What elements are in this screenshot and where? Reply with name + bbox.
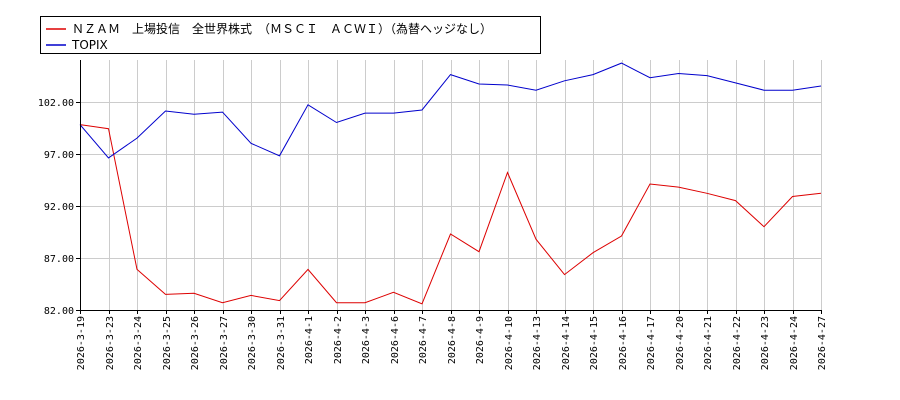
y-tick-label: 82.00	[44, 306, 74, 317]
x-tick-label: 2026-3-31	[276, 316, 287, 370]
legend-label-topix: TOPIX	[71, 38, 108, 52]
x-tick-label: 2026-4-7	[418, 316, 429, 364]
grid-lines	[80, 60, 822, 311]
series-lines	[79, 62, 822, 305]
x-tick-label: 2026-3-23	[105, 316, 116, 370]
x-tick-label: 2026-4-3	[361, 316, 372, 364]
x-tick-label: 2026-4-17	[646, 316, 657, 370]
x-tick-label: 2026-4-22	[732, 316, 743, 370]
series-line-1	[79, 62, 822, 159]
x-tick-label: 2026-4-2	[333, 316, 344, 364]
x-tick-label: 2026-4-15	[589, 316, 600, 370]
axes	[76, 60, 822, 314]
x-tick-label: 2026-3-19	[76, 316, 87, 370]
legend-label-nzam-acwi: ＮＺＡＭ 上場投信 全世界株式 （ＭＳＣＩ ＡＣＷＩ）（為替ヘッジなし）	[72, 21, 492, 36]
y-tick-label: 87.00	[44, 254, 74, 265]
x-tick-label: 2026-4-23	[760, 316, 771, 370]
x-tick-label: 2026-4-14	[561, 316, 572, 370]
x-tick-label: 2026-3-27	[219, 316, 230, 370]
x-tick-label: 2026-4-27	[817, 316, 828, 370]
x-tick-label: 2026-4-10	[504, 316, 515, 370]
x-tick-label: 2026-3-25	[162, 316, 173, 370]
x-tick-label: 2026-3-24	[133, 316, 144, 370]
x-tick-label: 2026-4-21	[703, 316, 714, 370]
x-tick-label: 2026-4-1	[304, 316, 315, 364]
y-tick-label: 92.00	[44, 202, 74, 213]
x-tick-label: 2026-4-9	[475, 316, 486, 364]
y-tick-labels: 82.00 87.00 92.00 97.00 102.00	[38, 98, 74, 317]
x-tick-label: 2026-4-13	[532, 316, 543, 370]
x-tick-label: 2026-4-8	[447, 316, 458, 364]
legend: ＮＺＡＭ 上場投信 全世界株式 （ＭＳＣＩ ＡＣＷＩ）（為替ヘッジなし） TOP…	[40, 16, 541, 54]
legend-box	[40, 16, 541, 54]
y-tick-label: 97.00	[44, 150, 74, 161]
x-tick-labels: 2026-3-19 2026-3-23 2026-3-24 2026-3-25 2026…	[76, 316, 828, 370]
y-tick-label: 102.00	[38, 98, 74, 109]
series-line-0	[79, 124, 822, 305]
x-tick-label: 2026-4-20	[675, 316, 686, 370]
x-tick-label: 2026-3-30	[247, 316, 258, 370]
x-tick-label: 2026-4-16	[618, 316, 629, 370]
x-tick-label: 2026-3-26	[190, 316, 201, 370]
x-tick-label: 2026-4-24	[789, 316, 800, 370]
x-tick-label: 2026-4-6	[390, 316, 401, 364]
